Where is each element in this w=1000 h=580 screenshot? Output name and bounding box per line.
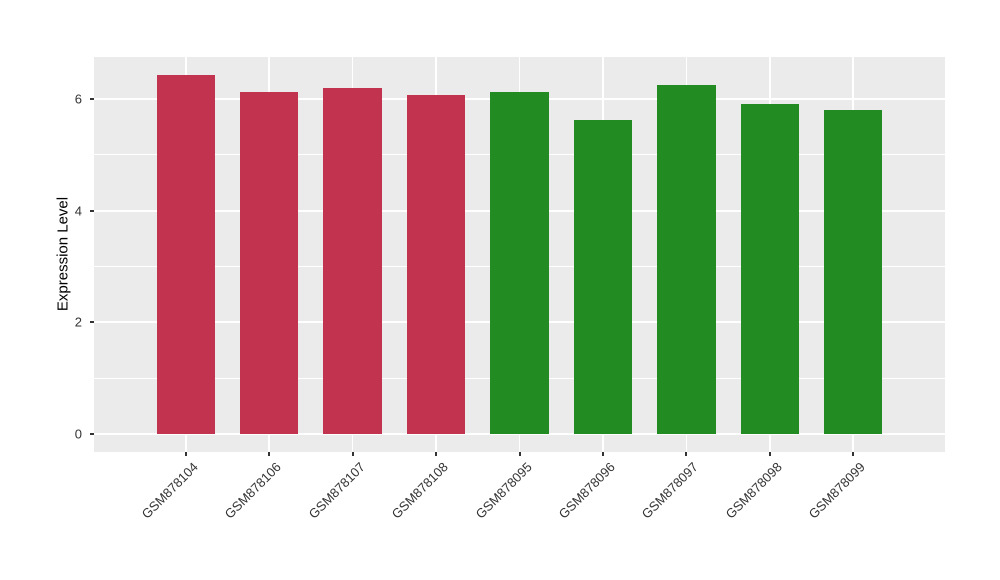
x-tick-mark (685, 452, 688, 456)
y-tick-label: 6 (74, 91, 82, 107)
bar-GSM878108 (406, 94, 466, 435)
bar-GSM878107 (323, 87, 382, 435)
bar-GSM878098 (740, 104, 799, 435)
x-tick-label: GSM878099 (805, 459, 869, 522)
x-tick-mark (184, 452, 187, 456)
bar-GSM878097 (657, 84, 716, 435)
y-tick-mark (90, 321, 94, 324)
x-tick-label: GSM878097 (639, 459, 702, 522)
y-tick-mark (90, 433, 94, 436)
y-tick-mark (90, 97, 94, 100)
x-tick-label: GSM878106 (221, 459, 285, 522)
bar-GSM878106 (240, 91, 299, 435)
y-axis: 0 2 4 6 (0, 57, 94, 452)
x-tick-label: GSM878098 (722, 459, 785, 522)
x-tick-mark (435, 452, 438, 456)
x-tick-mark (518, 452, 521, 456)
bar-GSM878099 (824, 109, 883, 435)
x-tick-label: GSM878107 (305, 459, 368, 522)
x-tick-mark (351, 452, 354, 456)
bar-GSM878096 (573, 119, 633, 435)
plot-panel (94, 57, 945, 452)
y-tick-label: 2 (74, 314, 82, 330)
x-tick-mark (768, 452, 771, 456)
x-tick-mark (601, 452, 604, 456)
x-tick-mark (268, 452, 271, 456)
x-tick-mark (852, 452, 855, 456)
y-tick-label: 0 (74, 426, 82, 442)
y-tick-label: 4 (74, 203, 82, 219)
x-tick-label: GSM878104 (138, 459, 201, 522)
x-tick-label: GSM878108 (388, 459, 451, 522)
bar-GSM878095 (490, 92, 549, 435)
x-tick-label: GSM878096 (555, 459, 618, 522)
bar-GSM878104 (156, 74, 215, 435)
x-axis: GSM878104 GSM878106 GSM878107 GSM878108 GSM8… (94, 452, 954, 580)
y-tick-mark (90, 209, 94, 212)
x-tick-label: GSM878095 (472, 459, 535, 522)
